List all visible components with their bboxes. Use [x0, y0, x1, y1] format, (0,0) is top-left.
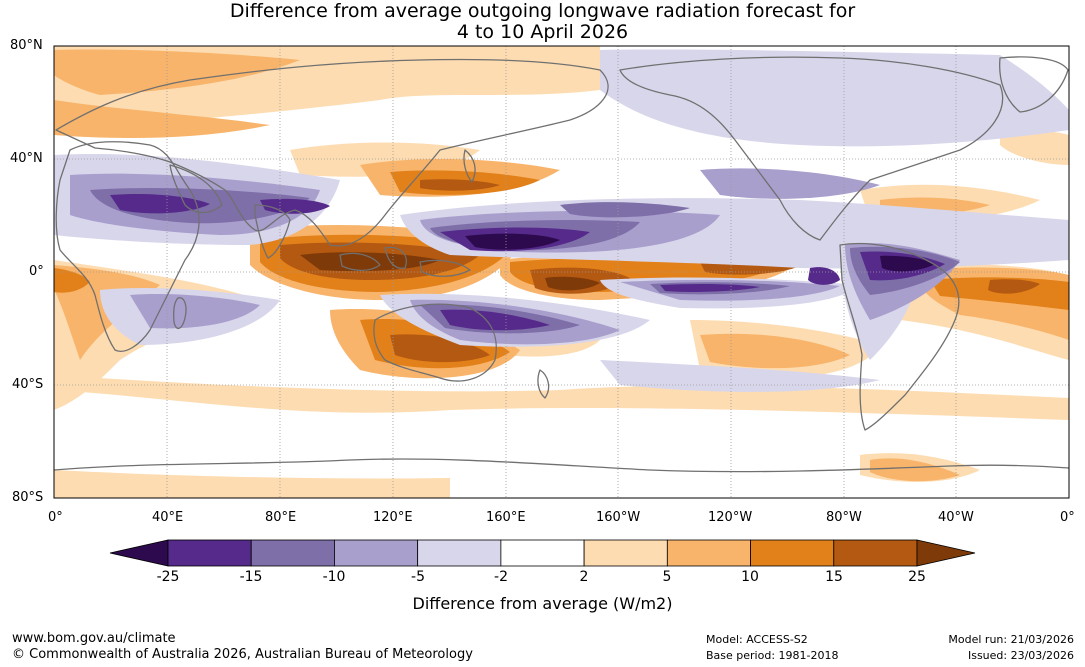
colorbar-bin: [250, 539, 335, 567]
lat-label-80s: 80°S: [12, 490, 44, 505]
colorbar-bin: [583, 539, 668, 567]
colorbar-label: -15: [239, 569, 263, 585]
japan-outline: [463, 149, 476, 183]
colorbar-label: 2: [579, 569, 589, 585]
lon-label-80w: 80°W: [826, 510, 862, 525]
lon-label-160e: 160°E: [486, 510, 526, 525]
arabia-outline: [169, 164, 223, 214]
website-link[interactable]: www.bom.gov.au/climate: [12, 631, 176, 646]
north-america-outline: [619, 56, 1004, 241]
colorbar-label: -5: [411, 569, 425, 585]
copyright-text: © Commonwealth of Australia 2026, Austra…: [12, 647, 473, 662]
colorbar-label: 5: [662, 569, 672, 585]
south-america-outline: [839, 242, 960, 431]
colorbar-label: -2: [494, 569, 508, 585]
lon-label-0: 0°: [48, 510, 63, 525]
greenland-outline: [999, 56, 1069, 113]
map-frame: [53, 45, 1070, 499]
base-period: Base period: 1981-2018: [706, 649, 839, 662]
chart-title-line-1: Difference from average outgoing longwav…: [229, 0, 856, 22]
colorbar-extend-below: [109, 539, 169, 567]
madagascar-outline: [172, 297, 187, 329]
lat-label-40s: 40°S: [12, 377, 44, 392]
colorbar-label: 10: [741, 569, 759, 585]
lon-label-0-right: 0°: [1060, 510, 1075, 525]
lon-label-160w: 160°W: [596, 510, 641, 525]
anomaly-below-minus25-regions: [465, 233, 935, 272]
lat-label-80n: 80°N: [10, 38, 43, 53]
lat-label-40n: 40°N: [10, 151, 43, 166]
colorbar: [109, 539, 976, 567]
colorbar-label: 25: [908, 569, 926, 585]
antarctica-outline: [54, 458, 1069, 473]
model-name: Model: ACCESS-S2: [706, 633, 808, 646]
colorbar-bin: [750, 539, 835, 567]
colorbar-bin: [500, 539, 585, 567]
colorbar-bin: [666, 539, 751, 567]
eurasia-outline: [55, 58, 609, 247]
anomaly-field: [54, 46, 1069, 498]
colorbar-bin: [334, 539, 419, 567]
colorbar-label: -25: [156, 569, 180, 585]
lon-label-120e: 120°E: [373, 510, 413, 525]
model-run-date: Model run: 21/03/2026: [948, 633, 1074, 646]
lon-label-40w: 40°W: [938, 510, 974, 525]
lat-label-0: 0°: [29, 264, 44, 279]
graticule: [54, 46, 1069, 498]
chart-title-line-2: 4 to 10 April 2026: [456, 21, 629, 43]
new-zealand-outline: [537, 369, 550, 399]
maritime-continent-outline: [339, 246, 471, 277]
issued-date: Issued: 23/03/2026: [967, 649, 1074, 662]
colorbar-extend-above: [916, 539, 976, 567]
africa-outline: [55, 141, 200, 352]
india-outline: [254, 204, 291, 259]
colorbar-bin: [417, 539, 502, 567]
colorbar-label: 15: [825, 569, 843, 585]
lon-label-40e: 40°E: [152, 510, 184, 525]
coastlines: [54, 56, 1069, 473]
australia-outline: [373, 303, 497, 382]
lon-label-120w: 120°W: [708, 510, 753, 525]
colorbar-bin: [167, 539, 252, 567]
colorbar-label: -10: [322, 569, 346, 585]
colorbar-title: Difference from average (W/m2): [412, 594, 673, 613]
lon-label-80e: 80°E: [265, 510, 297, 525]
colorbar-bin: [833, 539, 918, 567]
